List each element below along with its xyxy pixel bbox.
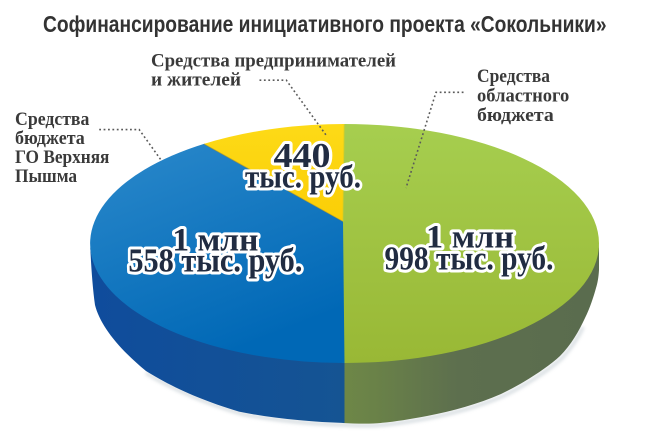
svg-text:областного: областного (477, 86, 569, 107)
svg-text:и жителей: и жителей (151, 69, 241, 90)
svg-text:Средства предпринимателей: Средства предпринимателей (151, 50, 396, 71)
svg-text:тыс. руб.: тыс. руб. (245, 160, 361, 196)
svg-text:ГО Верхняя: ГО Верхняя (15, 147, 109, 168)
svg-text:1 млн: 1 млн (172, 222, 258, 258)
svg-text:Средства: Средства (15, 109, 90, 130)
svg-text:Средства: Средства (477, 66, 550, 87)
svg-text:558 тыс. руб.: 558 тыс. руб. (128, 243, 302, 280)
svg-text:бюджета: бюджета (477, 105, 554, 126)
svg-text:440: 440 (274, 136, 331, 175)
svg-text:1 млн: 1 млн (426, 220, 514, 256)
svg-text:998 тыс. руб.: 998 тыс. руб. (385, 241, 554, 278)
svg-text:бюджета: бюджета (15, 128, 85, 149)
svg-text:Пышма: Пышма (15, 166, 78, 187)
svg-text:Софинансирование инициативного: Софинансирование инициативного проекта «… (43, 11, 607, 37)
